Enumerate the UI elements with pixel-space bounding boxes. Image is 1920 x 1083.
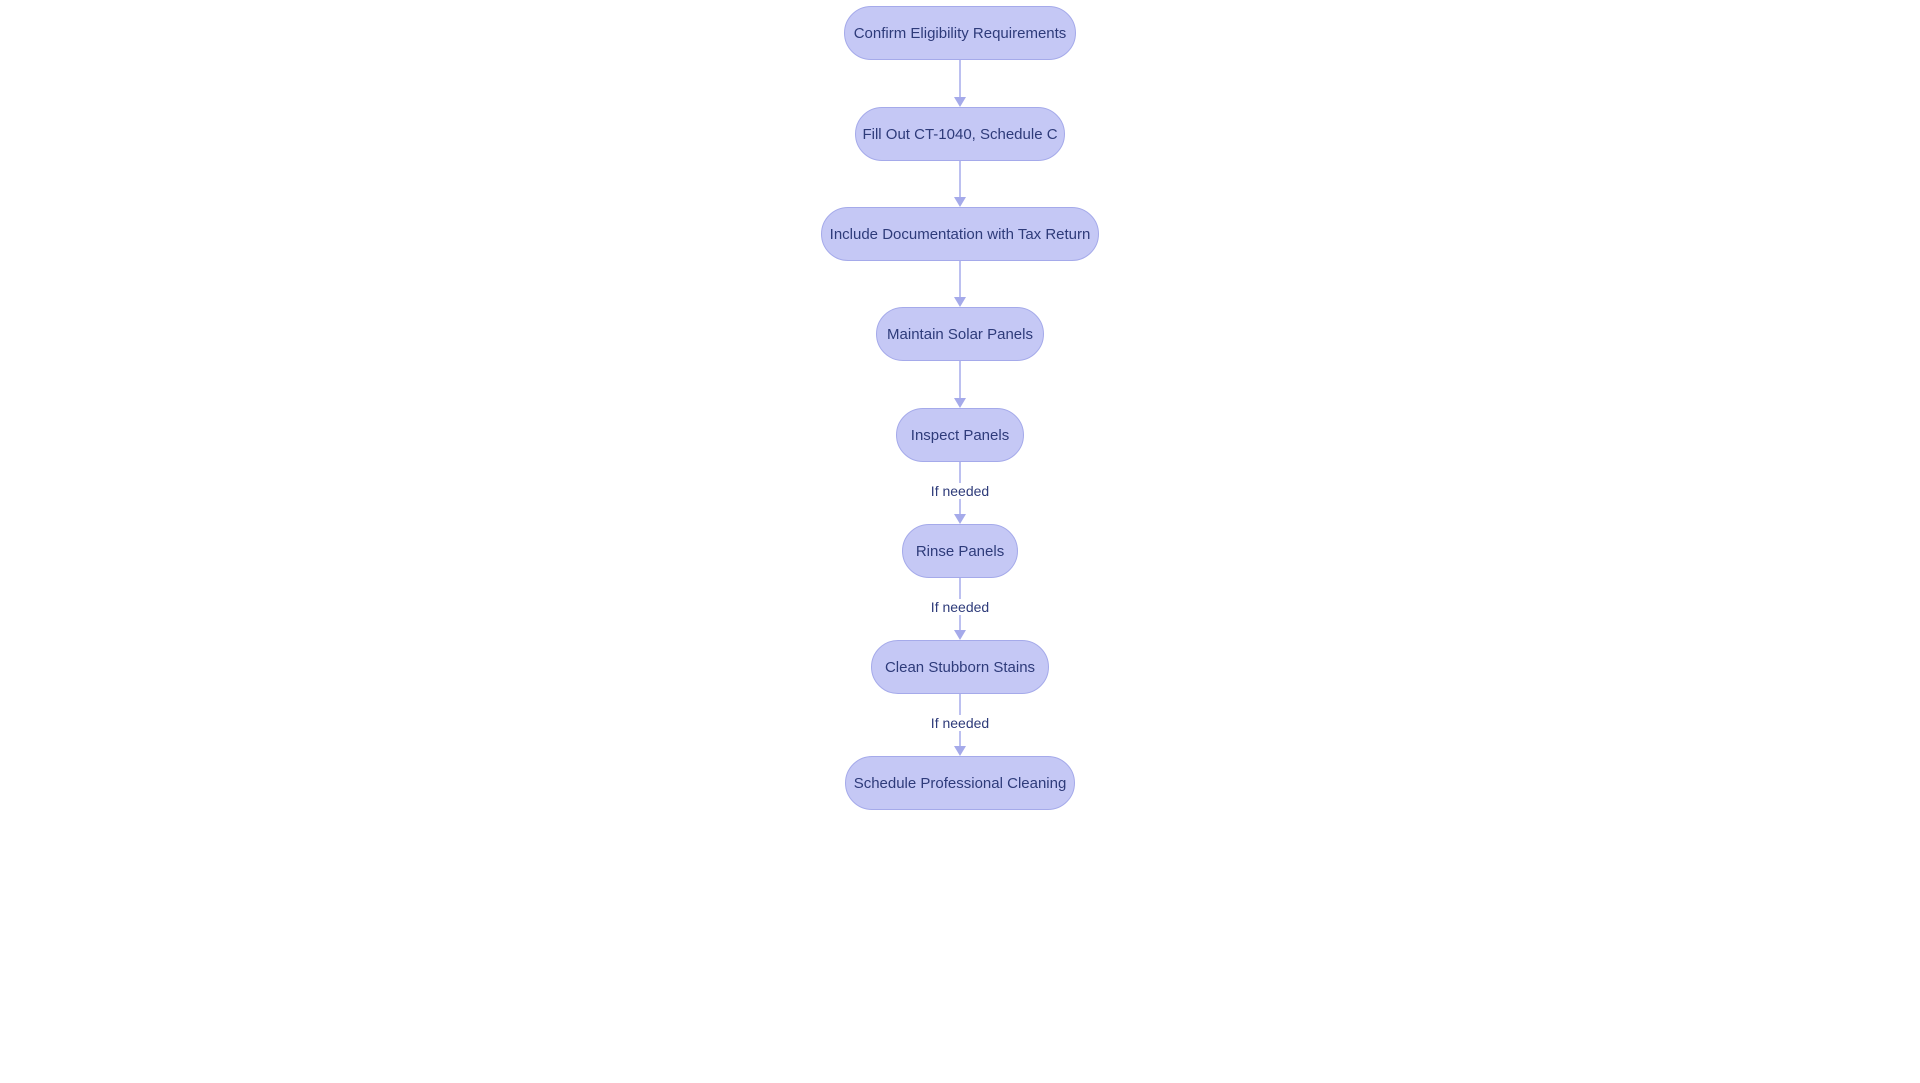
flowchart-edge-label: If needed [927,599,993,615]
flowchart-node: Schedule Professional Cleaning [845,756,1075,810]
flowchart-node: Maintain Solar Panels [876,307,1044,361]
flowchart-node: Clean Stubborn Stains [871,640,1049,694]
flowchart-edge-label: If needed [927,715,993,731]
flowchart-node: Inspect Panels [896,408,1024,462]
flowchart-node: Confirm Eligibility Requirements [844,6,1076,60]
flowchart-edge-label: If needed [927,483,993,499]
flowchart-edge [950,161,970,207]
flowchart-container: Confirm Eligibility Requirements Fill Out… [660,0,1260,1083]
flowchart-node: Rinse Panels [902,524,1018,578]
flowchart-edge [950,261,970,307]
flowchart-edge [950,60,970,107]
flowchart-node: Fill Out CT-1040, Schedule C [855,107,1065,161]
flowchart-node: Include Documentation with Tax Return [821,207,1099,261]
flowchart-edge [950,361,970,408]
